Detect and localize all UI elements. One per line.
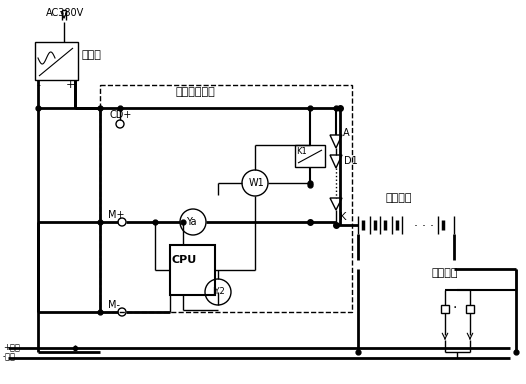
Text: AC380V: AC380V xyxy=(46,8,84,18)
Text: M-: M- xyxy=(108,300,120,310)
Text: M+: M+ xyxy=(108,210,125,220)
Bar xyxy=(170,245,215,295)
Bar xyxy=(441,305,449,313)
Bar xyxy=(35,42,78,80)
Text: ·: · xyxy=(453,301,457,315)
Text: Ya: Ya xyxy=(186,217,197,227)
Text: +母线: +母线 xyxy=(3,343,20,351)
Text: 直流负荷: 直流负荷 xyxy=(432,268,459,278)
Text: 蓄电池组: 蓄电池组 xyxy=(385,193,411,203)
Text: CPU: CPU xyxy=(172,255,197,265)
Text: CD+: CD+ xyxy=(110,110,133,120)
Bar xyxy=(466,305,474,313)
Text: A: A xyxy=(343,128,350,138)
Text: K1: K1 xyxy=(296,147,307,156)
Text: D1: D1 xyxy=(344,156,358,166)
Text: W1: W1 xyxy=(249,178,265,188)
Text: 在线监测装置: 在线监测装置 xyxy=(175,87,215,97)
Text: -: - xyxy=(36,80,40,90)
Text: K: K xyxy=(340,212,347,222)
Text: JY2: JY2 xyxy=(212,288,225,296)
Text: +: + xyxy=(66,80,75,90)
Text: · · ·: · · · xyxy=(414,220,434,233)
Bar xyxy=(295,145,325,167)
Text: 充电机: 充电机 xyxy=(82,50,102,60)
Bar xyxy=(100,85,352,312)
Text: -母线: -母线 xyxy=(3,353,16,361)
